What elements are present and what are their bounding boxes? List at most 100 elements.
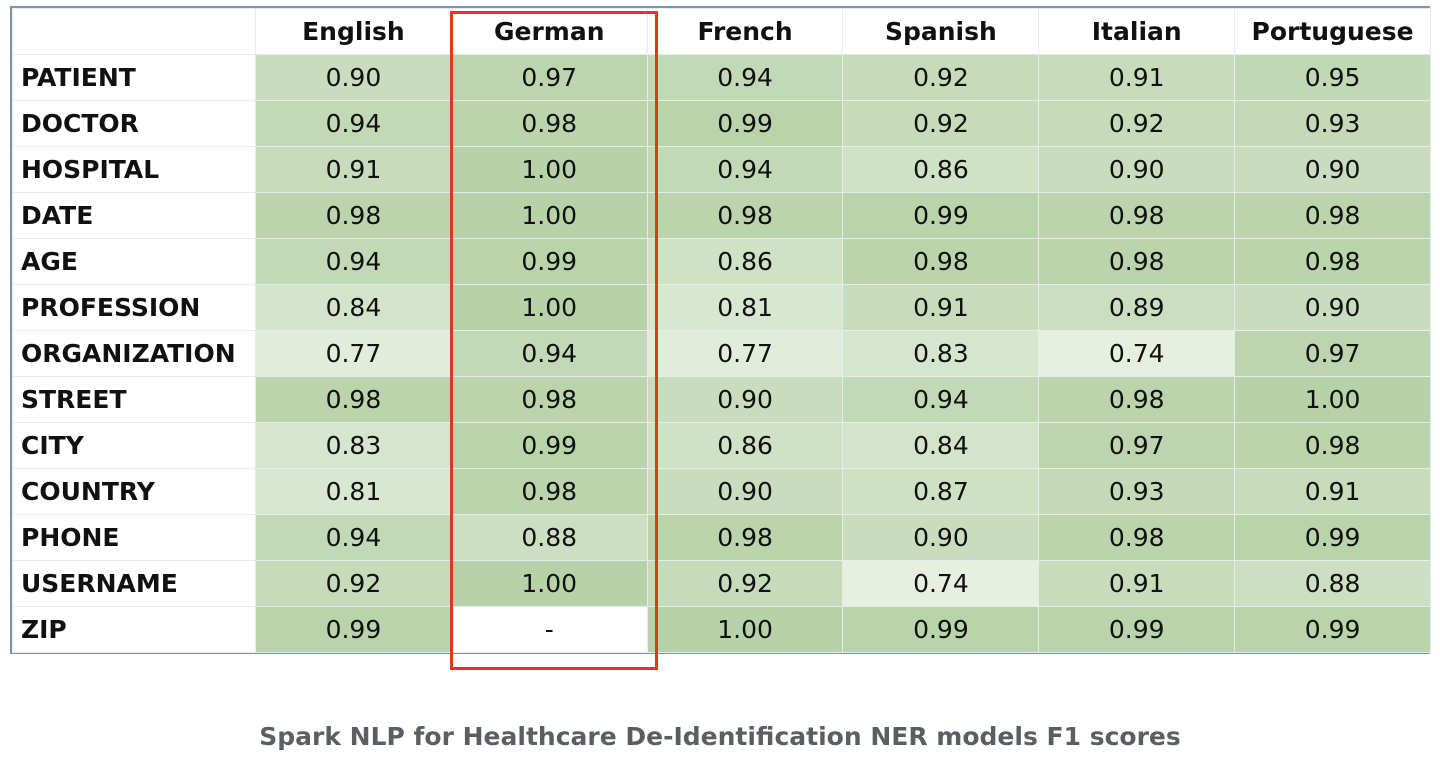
row-label: COUNTRY [12,468,256,515]
score-cell: 0.81 [646,284,844,331]
score-cell: 0.92 [1038,100,1236,147]
score-cell: 0.99 [1234,606,1431,653]
score-cell: 0.90 [1038,146,1236,193]
score-cell: 0.98 [842,238,1040,285]
corner-cell [12,8,256,55]
row-label: PATIENT [12,54,256,101]
table-row: HOSPITAL 0.91 1.00 0.94 0.86 0.90 0.90 [12,146,1431,193]
table-row: ZIP 0.99-1.00 0.99 0.99 0.99 [12,606,1431,653]
score-cell: 0.86 [646,238,844,285]
score-cell: 0.90 [1234,146,1431,193]
table-row: STREET 0.98 0.98 0.90 0.94 0.98 1.00 [12,376,1431,423]
score-cell: 0.94 [450,330,648,377]
score-cell: 0.93 [1234,100,1431,147]
column-header-german: German [450,8,648,55]
score-cell: 0.99 [646,100,844,147]
table-row: PROFESSION 0.84 1.00 0.81 0.91 0.89 0.90 [12,284,1431,331]
score-cell: 0.87 [842,468,1040,515]
score-cell: 1.00 [1234,376,1431,423]
score-cell: 0.98 [1038,192,1236,239]
score-cell: 0.94 [646,146,844,193]
score-cell: 0.99 [255,606,452,653]
score-cell: 0.77 [646,330,844,377]
table-row: USERNAME 0.92 1.00 0.92 0.74 0.91 0.88 [12,560,1431,607]
header-row: English German French Spanish Italian Po… [12,8,1431,55]
score-cell: 0.86 [842,146,1040,193]
score-cell: 1.00 [450,146,648,193]
score-cell: 0.99 [1234,514,1431,561]
f1-scores-table: English German French Spanish Italian Po… [10,6,1431,654]
score-cell: - [450,606,648,653]
score-cell: 1.00 [450,284,648,331]
row-label: CITY [12,422,256,469]
score-cell: 0.99 [1038,606,1236,653]
score-cell: 0.93 [1038,468,1236,515]
score-cell: 1.00 [450,560,648,607]
score-cell: 0.94 [255,514,452,561]
score-cell: 0.98 [255,192,452,239]
row-label: PHONE [12,514,256,561]
score-cell: 0.92 [842,100,1040,147]
table-row: PATIENT 0.90 0.97 0.94 0.92 0.91 0.95 [12,54,1431,101]
score-cell: 0.88 [1234,560,1431,607]
score-cell: 0.83 [255,422,452,469]
table-row: CITY 0.83 0.99 0.86 0.84 0.97 0.98 [12,422,1431,469]
table-row: COUNTRY 0.81 0.98 0.90 0.87 0.93 0.91 [12,468,1431,515]
score-cell: 0.98 [646,514,844,561]
score-cell: 0.97 [450,54,648,101]
score-cell: 0.91 [1038,54,1236,101]
score-cell: 0.90 [646,376,844,423]
scores-grid: English German French Spanish Italian Po… [12,8,1431,653]
row-label: ORGANIZATION [12,330,256,377]
row-label: ZIP [12,606,256,653]
score-cell: 0.77 [255,330,452,377]
score-cell: 0.98 [646,192,844,239]
score-cell: 0.94 [842,376,1040,423]
score-cell: 0.99 [450,422,648,469]
table-body: PATIENT 0.90 0.97 0.94 0.92 0.91 0.95 DOCTOR 0.9… [12,54,1431,653]
score-cell: 0.86 [646,422,844,469]
column-header-english: English [255,8,452,55]
score-cell: 0.89 [1038,284,1236,331]
score-cell: 0.99 [450,238,648,285]
row-label: STREET [12,376,256,423]
score-cell: 0.90 [255,54,452,101]
score-cell: 0.92 [646,560,844,607]
row-label: USERNAME [12,560,256,607]
row-label: HOSPITAL [12,146,256,193]
score-cell: 0.83 [842,330,1040,377]
score-cell: 0.88 [450,514,648,561]
score-cell: 0.98 [450,376,648,423]
score-cell: 0.98 [1234,238,1431,285]
score-cell: 0.98 [1038,238,1236,285]
score-cell: 0.94 [255,238,452,285]
score-cell: 0.99 [842,606,1040,653]
score-cell: 0.98 [450,100,648,147]
score-cell: 0.91 [1038,560,1236,607]
score-cell: 0.97 [1234,330,1431,377]
score-cell: 0.94 [646,54,844,101]
row-label: DATE [12,192,256,239]
score-cell: 0.94 [255,100,452,147]
table-row: DATE 0.98 1.00 0.98 0.99 0.98 0.98 [12,192,1431,239]
score-cell: 0.98 [1038,376,1236,423]
score-cell: 1.00 [646,606,844,653]
column-header-portuguese: Portuguese [1234,8,1431,55]
score-cell: 0.81 [255,468,452,515]
score-cell: 0.92 [842,54,1040,101]
row-label: AGE [12,238,256,285]
score-cell: 0.90 [1234,284,1431,331]
score-cell: 0.90 [842,514,1040,561]
score-cell: 0.91 [255,146,452,193]
score-cell: 0.90 [646,468,844,515]
score-cell: 0.98 [255,376,452,423]
score-cell: 0.91 [842,284,1040,331]
score-cell: 0.84 [255,284,452,331]
table-row: AGE 0.94 0.99 0.86 0.98 0.98 0.98 [12,238,1431,285]
score-cell: 0.92 [255,560,452,607]
row-label: DOCTOR [12,100,256,147]
score-cell: 0.98 [1038,514,1236,561]
table-caption: Spark NLP for Healthcare De-Identificati… [259,722,1181,751]
score-cell: 1.00 [450,192,648,239]
score-cell: 0.98 [1234,422,1431,469]
